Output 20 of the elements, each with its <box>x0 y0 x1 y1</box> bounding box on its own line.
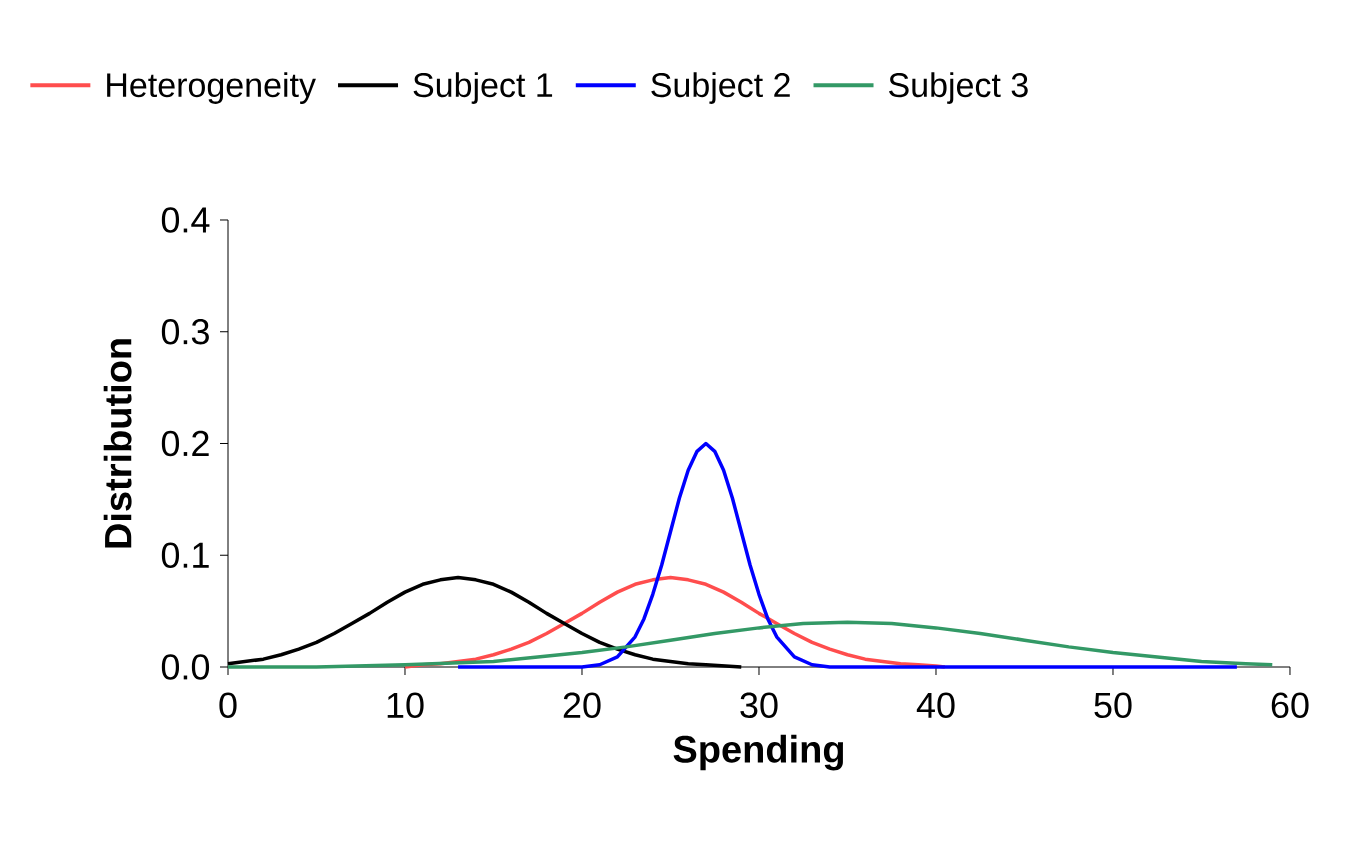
x-tick-label: 50 <box>1094 692 1132 719</box>
y-tick-label: 0.1 <box>161 542 209 568</box>
y-tick-label: 0.2 <box>161 430 209 457</box>
line-series <box>226 620 1275 669</box>
legend-label: Heterogeneity <box>107 72 316 104</box>
y-tick-label: 0.0 <box>161 654 210 680</box>
y-tick-label: 0.4 <box>161 207 210 233</box>
y-axis-title: Distribution <box>103 339 132 548</box>
legend-label: Subject 2 <box>651 72 790 104</box>
x-axis-title: Spending <box>673 734 844 771</box>
x-tick-label: 60 <box>1271 692 1309 719</box>
x-tick-label: 10 <box>387 692 424 719</box>
y-tick-label: 0.3 <box>161 319 209 345</box>
legend-label: Subject 1 <box>413 72 553 104</box>
legend-label: Subject 3 <box>889 72 1028 104</box>
x-tick-label: 0 <box>219 692 237 719</box>
x-tick-label: 30 <box>740 692 778 719</box>
x-tick-label: 40 <box>916 692 955 719</box>
x-tick-label: 20 <box>563 692 601 719</box>
line-series <box>456 441 1239 669</box>
